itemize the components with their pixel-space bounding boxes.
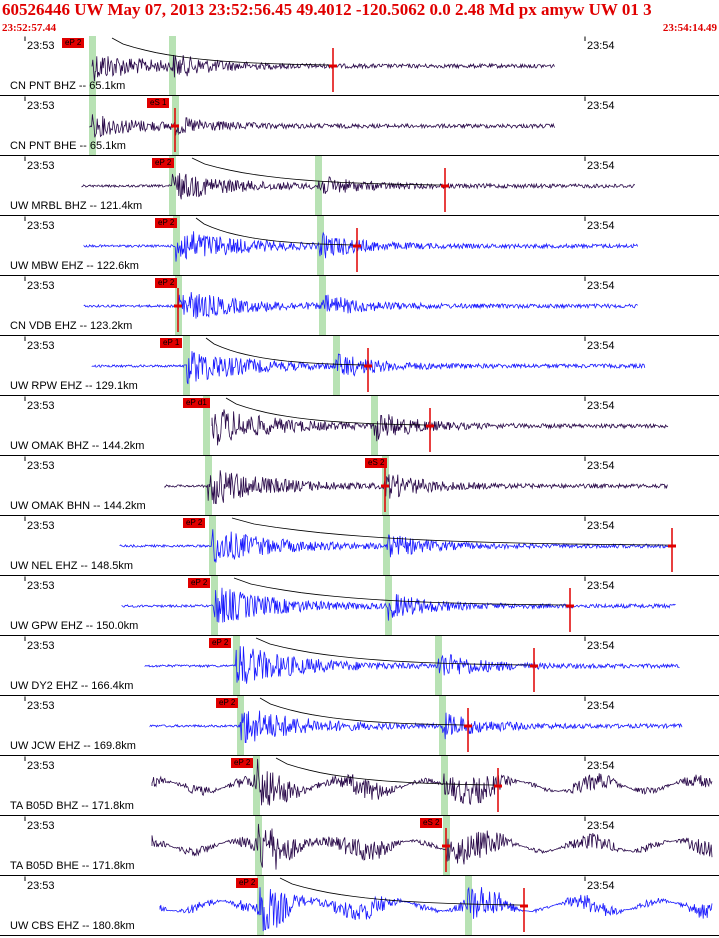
waveform-trace — [151, 758, 713, 806]
coda-curve — [231, 517, 673, 546]
track-row[interactable] — [0, 456, 719, 516]
waveform-trace — [83, 292, 638, 319]
phase-band — [319, 276, 326, 336]
coda-curve — [205, 337, 369, 366]
phase-band — [203, 396, 210, 456]
phase-band — [89, 96, 96, 156]
phase-band — [465, 876, 472, 936]
phase-band — [89, 36, 96, 96]
end-time: 23:54:14.49 — [662, 22, 717, 34]
coda-curve — [195, 217, 358, 246]
track-row[interactable] — [0, 756, 719, 816]
phase-band — [173, 216, 180, 276]
waveform-trace — [151, 823, 713, 870]
track-row[interactable] — [0, 696, 719, 756]
coda-curve — [279, 877, 525, 906]
waveform-trace — [149, 710, 683, 744]
waveform-trace — [144, 646, 680, 684]
track-row[interactable] — [0, 516, 719, 576]
coda-curve — [275, 757, 499, 786]
coda-curve — [191, 157, 446, 186]
waveform-trace — [81, 173, 636, 200]
phase-band — [169, 156, 176, 216]
coda-curve — [225, 397, 431, 426]
phase-band — [211, 576, 218, 636]
track-row[interactable] — [0, 156, 719, 216]
coda-curve — [233, 577, 571, 606]
event-title: 60526446 UW May 07, 2013 23:52:56.45 49.… — [2, 0, 652, 19]
seismogram-panel[interactable] — [0, 36, 719, 938]
coda-curve — [255, 637, 535, 666]
coda-curve — [111, 37, 334, 66]
phase-band — [333, 336, 340, 396]
phase-band — [435, 636, 442, 696]
track-row[interactable] — [0, 36, 719, 96]
track-row[interactable] — [0, 576, 719, 636]
track-row[interactable] — [0, 816, 719, 876]
waveform-trace — [119, 529, 673, 563]
waveform-trace — [89, 114, 556, 138]
waveform-trace — [121, 587, 676, 623]
track-row[interactable] — [0, 876, 719, 936]
waveform-trace — [159, 886, 713, 932]
phase-band — [205, 456, 212, 516]
track-row[interactable] — [0, 636, 719, 696]
track-row[interactable] — [0, 336, 719, 396]
phase-band — [385, 576, 392, 636]
event-header: 60526446 UW May 07, 2013 23:52:56.45 49.… — [0, 0, 719, 36]
phase-band — [255, 816, 262, 876]
waveform-trace — [91, 54, 555, 82]
track-row[interactable] — [0, 216, 719, 276]
track-row[interactable] — [0, 96, 719, 156]
phase-band — [371, 396, 378, 456]
coda-curve — [259, 697, 469, 726]
waveform-trace — [211, 409, 669, 446]
phase-band — [439, 696, 446, 756]
phase-band — [209, 516, 216, 576]
track-row[interactable] — [0, 396, 719, 456]
waveform-trace — [164, 470, 668, 505]
start-time: 23:52:57.44 — [2, 22, 57, 34]
track-row[interactable] — [0, 276, 719, 336]
phase-band — [169, 36, 176, 96]
